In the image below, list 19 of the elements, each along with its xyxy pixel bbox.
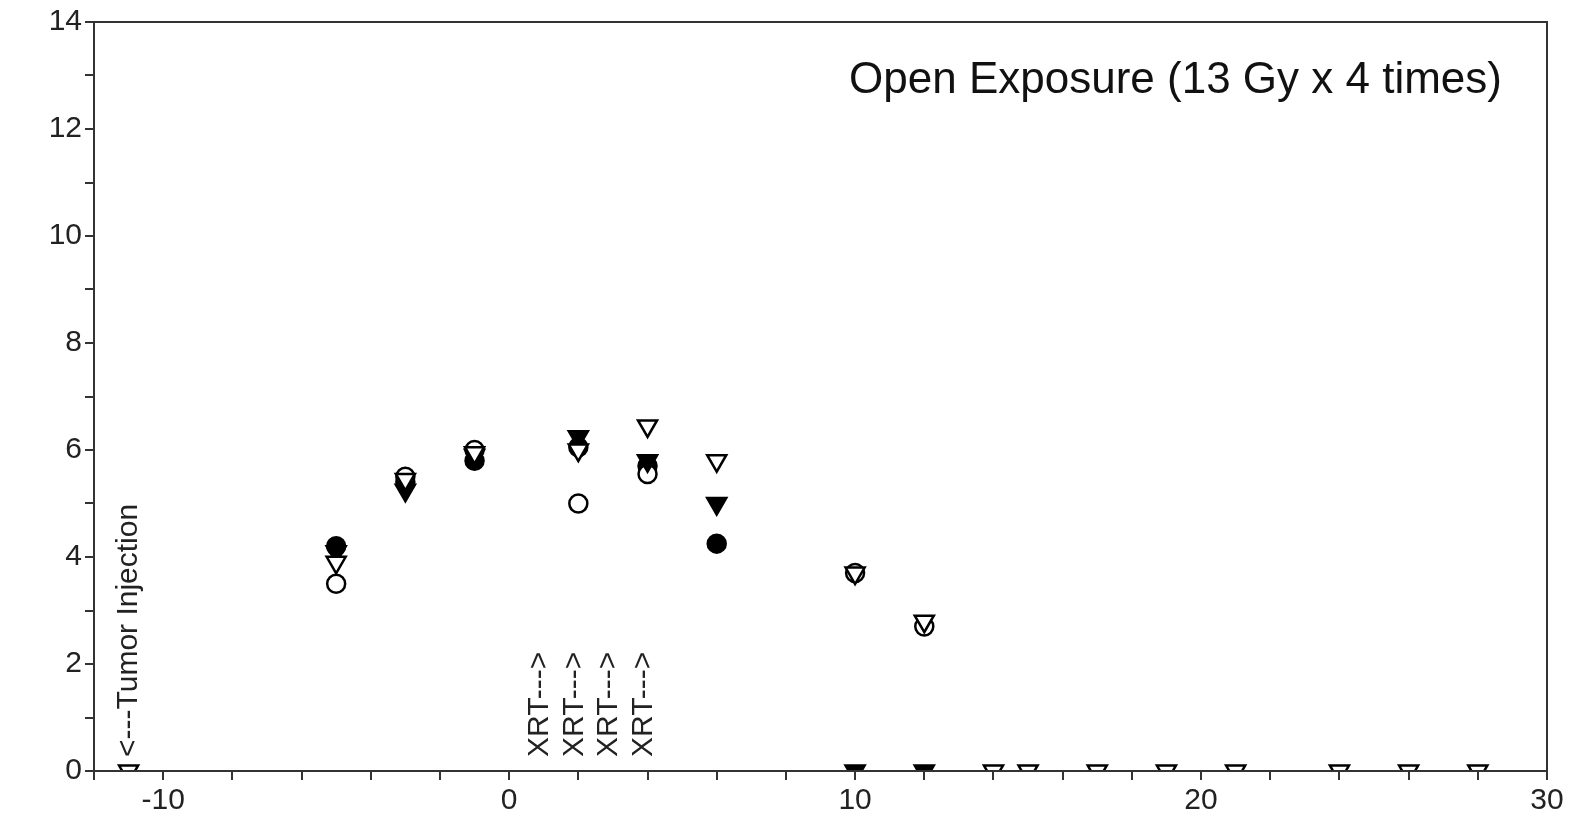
annotation: <---Tumor Injection bbox=[109, 503, 143, 757]
x-tick-label: 30 bbox=[1530, 782, 1564, 816]
y-tick-label: 2 bbox=[65, 645, 82, 679]
y-tick-label: 6 bbox=[65, 431, 82, 465]
y-tick-label: 10 bbox=[48, 217, 82, 251]
annotation: XRT---> bbox=[521, 651, 555, 757]
annotation: XRT---> bbox=[555, 651, 589, 757]
annotation: XRT---> bbox=[624, 651, 658, 757]
y-tick-label: 14 bbox=[48, 3, 82, 37]
x-tick-label: 20 bbox=[1184, 782, 1218, 816]
y-tick-label: 8 bbox=[65, 324, 82, 358]
x-tick-label: -10 bbox=[141, 782, 185, 816]
y-tick-label: 0 bbox=[65, 752, 82, 786]
x-tick-label: 10 bbox=[838, 782, 872, 816]
text: Open Exposure (13 Gy x 4 times) bbox=[849, 52, 1502, 102]
y-tick-label: 4 bbox=[65, 538, 82, 572]
x-tick-label: 0 bbox=[500, 782, 518, 816]
annotation: XRT---> bbox=[590, 651, 624, 757]
y-tick-label: 12 bbox=[48, 110, 82, 144]
